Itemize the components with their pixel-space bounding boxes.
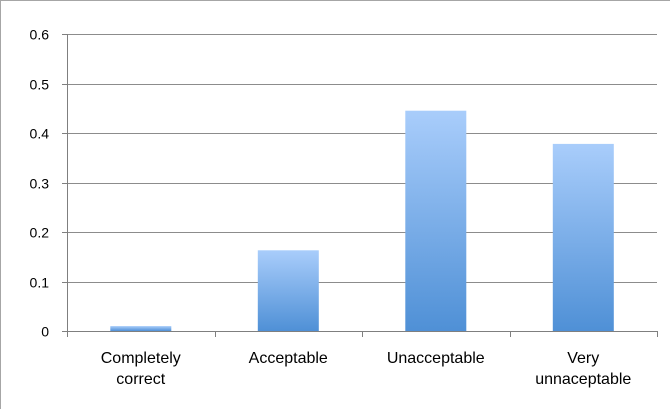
x-category-label: Unacceptable: [387, 350, 485, 367]
x-category-labels: Completely correct Acceptable Unacceptable V…: [101, 350, 632, 388]
x-category-label-line: Unacceptable: [387, 350, 485, 367]
x-category-label-line: Completely: [101, 350, 181, 367]
bar: [110, 326, 172, 331]
bars: [110, 110, 614, 331]
bar: [552, 143, 614, 331]
y-tick-label: 0.4: [30, 126, 50, 142]
y-tick-labels: 0 0.1 0.2 0.3 0.4 0.5 0.6: [30, 27, 50, 340]
x-category-label: Very unnaceptable: [535, 350, 631, 388]
y-tick-label: 0.6: [30, 27, 50, 43]
y-tick-label: 0.2: [30, 225, 50, 241]
y-tick-label: 0.5: [30, 77, 50, 93]
axes: [62, 34, 658, 337]
x-category-label-line: unnaceptable: [535, 371, 631, 388]
x-category-label-line: Very: [567, 350, 599, 367]
bar: [257, 250, 319, 331]
y-tick-label: 0.3: [30, 176, 50, 192]
x-category-label-line: Acceptable: [249, 350, 328, 367]
x-category-label-line: correct: [116, 371, 165, 388]
x-category-label: Acceptable: [249, 350, 328, 367]
y-tick-label: 0.1: [30, 275, 50, 291]
bar: [405, 110, 467, 331]
y-tick-label: 0: [41, 324, 49, 340]
x-category-label: Completely correct: [101, 350, 181, 388]
